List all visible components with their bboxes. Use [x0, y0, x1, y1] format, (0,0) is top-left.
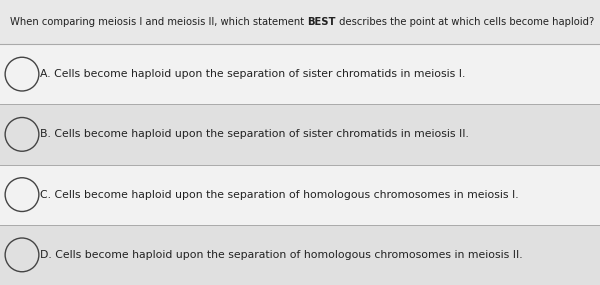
- FancyBboxPatch shape: [0, 225, 600, 285]
- Text: When comparing meiosis I and meiosis II, which statement: When comparing meiosis I and meiosis II,…: [10, 17, 307, 27]
- FancyBboxPatch shape: [0, 44, 600, 104]
- FancyBboxPatch shape: [0, 164, 600, 225]
- FancyBboxPatch shape: [0, 104, 600, 164]
- Text: When comparing meiosis I and meiosis II, which statement: When comparing meiosis I and meiosis II,…: [0, 284, 1, 285]
- Text: C. Cells become haploid upon the separation of homologous chromosomes in meiosis: C. Cells become haploid upon the separat…: [40, 190, 518, 199]
- Text: BEST: BEST: [307, 17, 336, 27]
- FancyBboxPatch shape: [0, 0, 600, 44]
- Text: describes the point at which cells become haploid?: describes the point at which cells becom…: [336, 17, 594, 27]
- Text: A. Cells become haploid upon the separation of sister chromatids in meiosis I.: A. Cells become haploid upon the separat…: [40, 69, 466, 79]
- Text: B. Cells become haploid upon the separation of sister chromatids in meiosis II.: B. Cells become haploid upon the separat…: [40, 129, 469, 139]
- Text: D. Cells become haploid upon the separation of homologous chromosomes in meiosis: D. Cells become haploid upon the separat…: [40, 250, 523, 260]
